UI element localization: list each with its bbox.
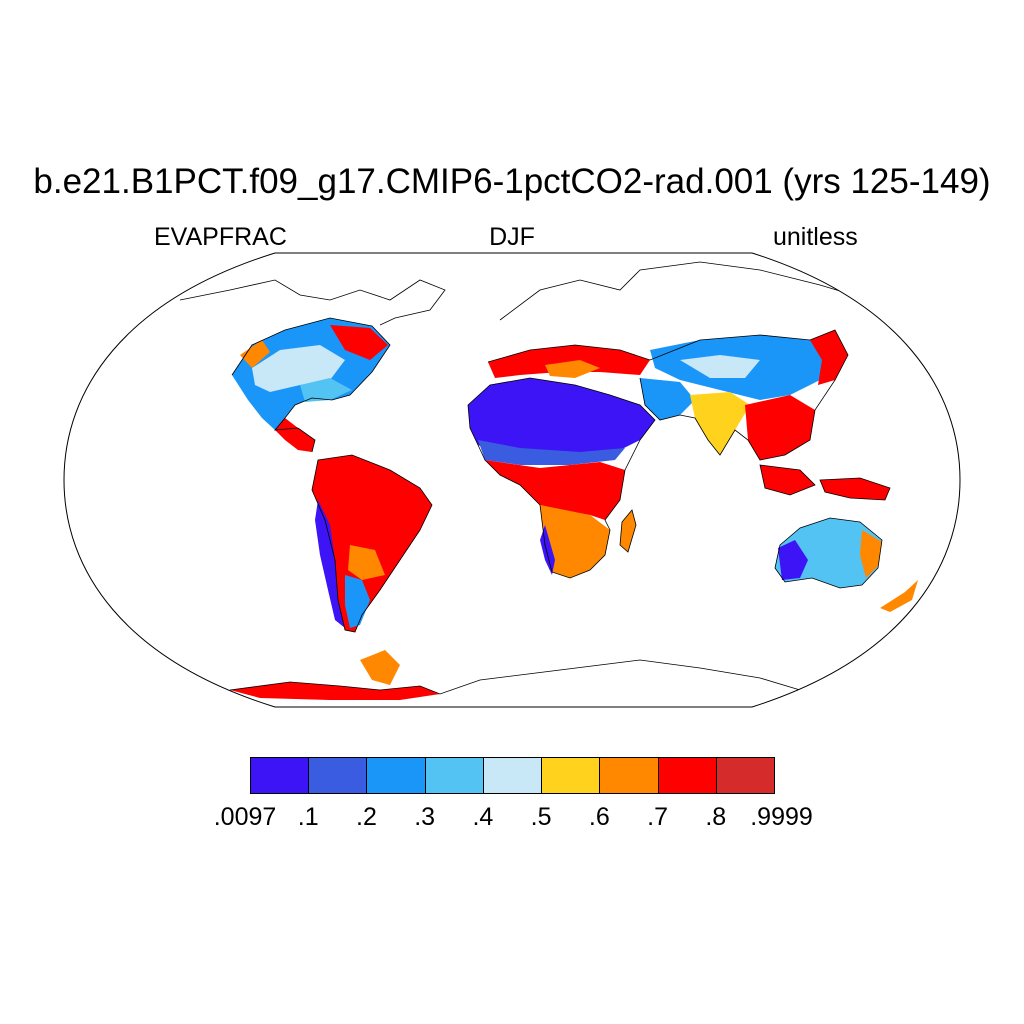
- colorbar-tick-label: .7: [647, 803, 668, 831]
- variable-label: EVAPFRAC: [154, 223, 287, 251]
- colorbar-tick-label: .5: [530, 803, 552, 831]
- region-sa-south: [345, 575, 370, 628]
- region-se-asia: [745, 395, 815, 460]
- colorbar-tick-label: .4: [472, 803, 494, 831]
- region-australia-west: [778, 540, 808, 580]
- units-label: unitless: [773, 223, 858, 251]
- region-asia-light: [680, 355, 760, 378]
- colorbar-swatch: [308, 757, 368, 794]
- region-africa-south: [540, 505, 610, 578]
- region-sa-mid: [348, 545, 385, 580]
- region-central-america: [275, 418, 315, 452]
- region-na-red: [330, 325, 388, 360]
- plot-title: b.e21.B1PCT.f09_g17.CMIP6-1pctCO2-rad.00…: [33, 162, 991, 201]
- colorbar-swatch: [599, 757, 659, 794]
- colorbar-tick-label: .0097: [213, 803, 277, 831]
- colorbar-swatch: [366, 757, 426, 794]
- region-mediterranean: [488, 345, 650, 378]
- colorbar-tick-label: .8: [705, 803, 727, 831]
- region-indonesia-2: [820, 478, 890, 500]
- map-boundary: [63, 252, 961, 708]
- region-south-asia: [690, 392, 750, 455]
- region-australia-east: [860, 530, 882, 578]
- region-europe-orange: [545, 360, 600, 378]
- colorbar-swatch: [657, 757, 717, 794]
- region-africa-sahel: [478, 440, 625, 465]
- region-antarctic-peninsula: [360, 650, 400, 685]
- region-madagascar: [620, 510, 636, 552]
- region-antarctica: [230, 682, 440, 700]
- colorbar-tick-label: .1: [297, 803, 319, 831]
- coastlines: [179, 261, 891, 695]
- colorbar-swatch: [482, 757, 543, 794]
- land-field: [179, 261, 918, 700]
- colorbar-swatch: [541, 757, 601, 794]
- colorbar-swatch: [424, 757, 484, 794]
- colorbar-tick-label: .2: [356, 803, 377, 831]
- region-na-east: [300, 378, 352, 402]
- region-africa-north: [468, 378, 655, 458]
- region-south-america: [312, 455, 432, 632]
- colorbar-tick-label: .9999: [750, 803, 813, 831]
- region-africa-tropics: [485, 460, 625, 520]
- colorbar-tick-label: .6: [588, 803, 610, 831]
- region-indonesia-1: [760, 465, 815, 495]
- region-middle-east: [640, 378, 695, 420]
- colorbar-swatch: [715, 757, 775, 794]
- region-new-zealand: [880, 580, 918, 612]
- colorbar-swatch: [250, 757, 310, 794]
- region-na-orange: [240, 340, 270, 368]
- region-east-asia: [810, 330, 848, 385]
- season-label: DJF: [489, 223, 535, 251]
- colorbar-tick-label: .3: [414, 803, 436, 831]
